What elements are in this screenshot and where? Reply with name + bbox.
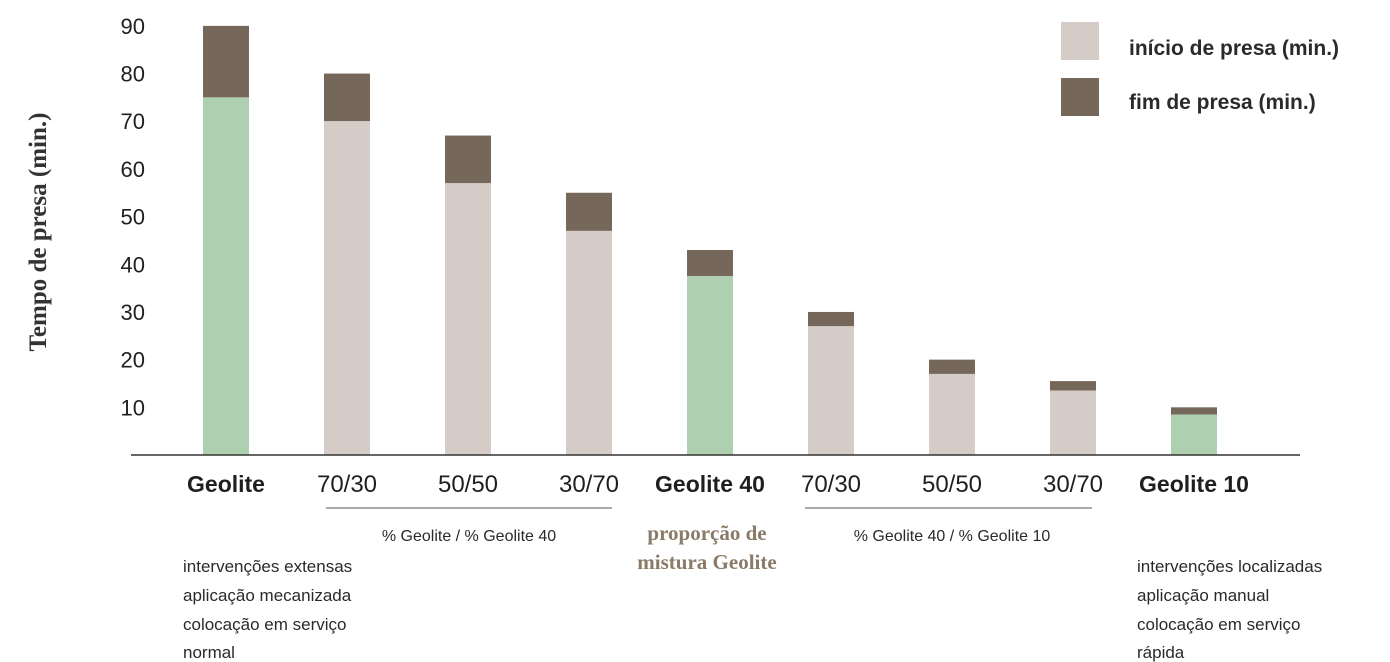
bar-inicio-segment xyxy=(324,121,370,456)
bar-inicio-segment xyxy=(566,230,612,455)
legend-label-fim: fim de presa (min.) xyxy=(1129,91,1316,114)
x-tick-labels: Geolite 70/30 50/50 30/70 Geolite 40 70/30 50/… xyxy=(187,471,1249,498)
right-note-line: rápida xyxy=(1137,643,1185,662)
x-tick-label: 50/50 xyxy=(438,471,498,498)
x-tick-label: 70/30 xyxy=(801,471,861,498)
x-tick-label: 30/70 xyxy=(1043,471,1103,498)
bar-fim-segment xyxy=(445,135,491,184)
y-ticks: 10 20 30 40 50 60 70 80 90 xyxy=(121,14,145,420)
bar-inicio-segment xyxy=(445,183,491,455)
bar-inicio-segment xyxy=(687,276,733,455)
bar-fim-segment xyxy=(1171,407,1217,415)
bar-fim-segment xyxy=(324,73,370,122)
bar-inicio-segment xyxy=(808,326,854,455)
legend-swatch-inicio xyxy=(1061,22,1099,60)
bar-inicio-segment xyxy=(1050,390,1096,455)
y-axis-label: Tempo de presa (min.) xyxy=(25,113,52,352)
x-tick-label: Geolite 10 xyxy=(1139,471,1249,497)
bar-fim-segment xyxy=(808,311,854,327)
left-note-line: normal xyxy=(183,643,235,662)
bar-inicio-segment xyxy=(929,373,975,455)
right-note-line: colocação em serviço xyxy=(1137,615,1300,634)
group-right-label: % Geolite 40 / % Geolite 10 xyxy=(854,528,1051,545)
center-annotation-line1: proporção de xyxy=(647,521,766,545)
x-tick-label: 30/70 xyxy=(559,471,619,498)
right-note-line: aplicação manual xyxy=(1137,586,1269,605)
legend-label-inicio: início de presa (min.) xyxy=(1129,37,1339,60)
bar-fim-segment xyxy=(203,25,249,98)
left-note: intervenções extensas aplicação mecaniza… xyxy=(183,557,352,662)
y-tick-label: 70 xyxy=(121,109,145,134)
legend: início de presa (min.) fim de presa (min… xyxy=(1061,22,1339,116)
left-note-line: intervenções extensas xyxy=(183,557,352,576)
y-tick-label: 10 xyxy=(121,395,145,420)
x-tick-label: 70/30 xyxy=(317,471,377,498)
left-note-line: colocação em serviço xyxy=(183,615,346,634)
x-tick-label: Geolite 40 xyxy=(655,471,765,497)
group-left-label: % Geolite / % Geolite 40 xyxy=(382,528,556,545)
bar-fim-segment xyxy=(1050,381,1096,391)
bars xyxy=(203,25,1217,456)
bar-inicio-segment xyxy=(1171,414,1217,455)
y-tick-label: 60 xyxy=(121,157,145,182)
bar-fim-segment xyxy=(929,359,975,374)
bar-fim-segment xyxy=(566,192,612,231)
legend-swatch-fim xyxy=(1061,78,1099,116)
bar-fim-segment xyxy=(687,249,733,277)
x-tick-label: Geolite xyxy=(187,471,265,497)
y-tick-label: 30 xyxy=(121,300,145,325)
y-tick-label: 20 xyxy=(121,348,145,373)
x-tick-label: 50/50 xyxy=(922,471,982,498)
y-tick-label: 80 xyxy=(121,62,145,87)
center-annotation-line2: mistura Geolite xyxy=(637,550,776,574)
y-tick-label: 50 xyxy=(121,205,145,230)
bar-inicio-segment xyxy=(203,97,249,456)
y-tick-label: 90 xyxy=(121,14,145,39)
right-note: intervenções localizadas aplicação manua… xyxy=(1137,557,1322,662)
right-note-line: intervenções localizadas xyxy=(1137,557,1322,576)
left-note-line: aplicação mecanizada xyxy=(183,586,352,605)
y-tick-label: 40 xyxy=(121,252,145,277)
